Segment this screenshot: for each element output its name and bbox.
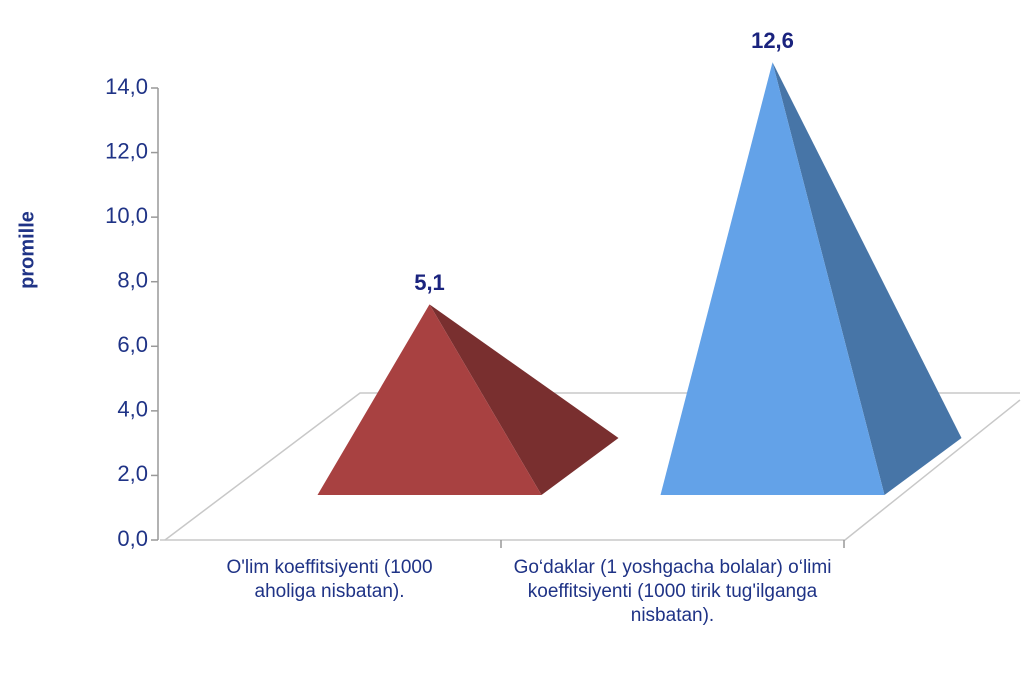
pyramid-front: [317, 304, 542, 495]
y-tick-label: 14,0: [105, 74, 148, 99]
y-axis-title: promille: [16, 211, 38, 289]
pyramid-side: [772, 62, 962, 495]
value-label: 5,1: [414, 270, 445, 295]
y-tick-label: 0,0: [117, 526, 148, 551]
value-label: 12,6: [751, 28, 794, 53]
y-tick-label: 8,0: [117, 268, 148, 293]
y-tick-label: 12,0: [105, 138, 148, 163]
y-tick-label: 2,0: [117, 461, 148, 486]
pyramid-front: [660, 62, 885, 495]
y-tick-label: 6,0: [117, 332, 148, 357]
floor-front: [160, 399, 1021, 541]
y-tick-label: 10,0: [105, 203, 148, 228]
y-tick-label: 4,0: [117, 397, 148, 422]
x-tick-label: Go‘daklar (1 yoshgacha bolalar) o‘limi k…: [513, 557, 832, 626]
pyramid-side: [429, 304, 619, 495]
x-tick-label: O'lim koeffitsiyenti (1000 aholiga nisba…: [226, 557, 433, 602]
